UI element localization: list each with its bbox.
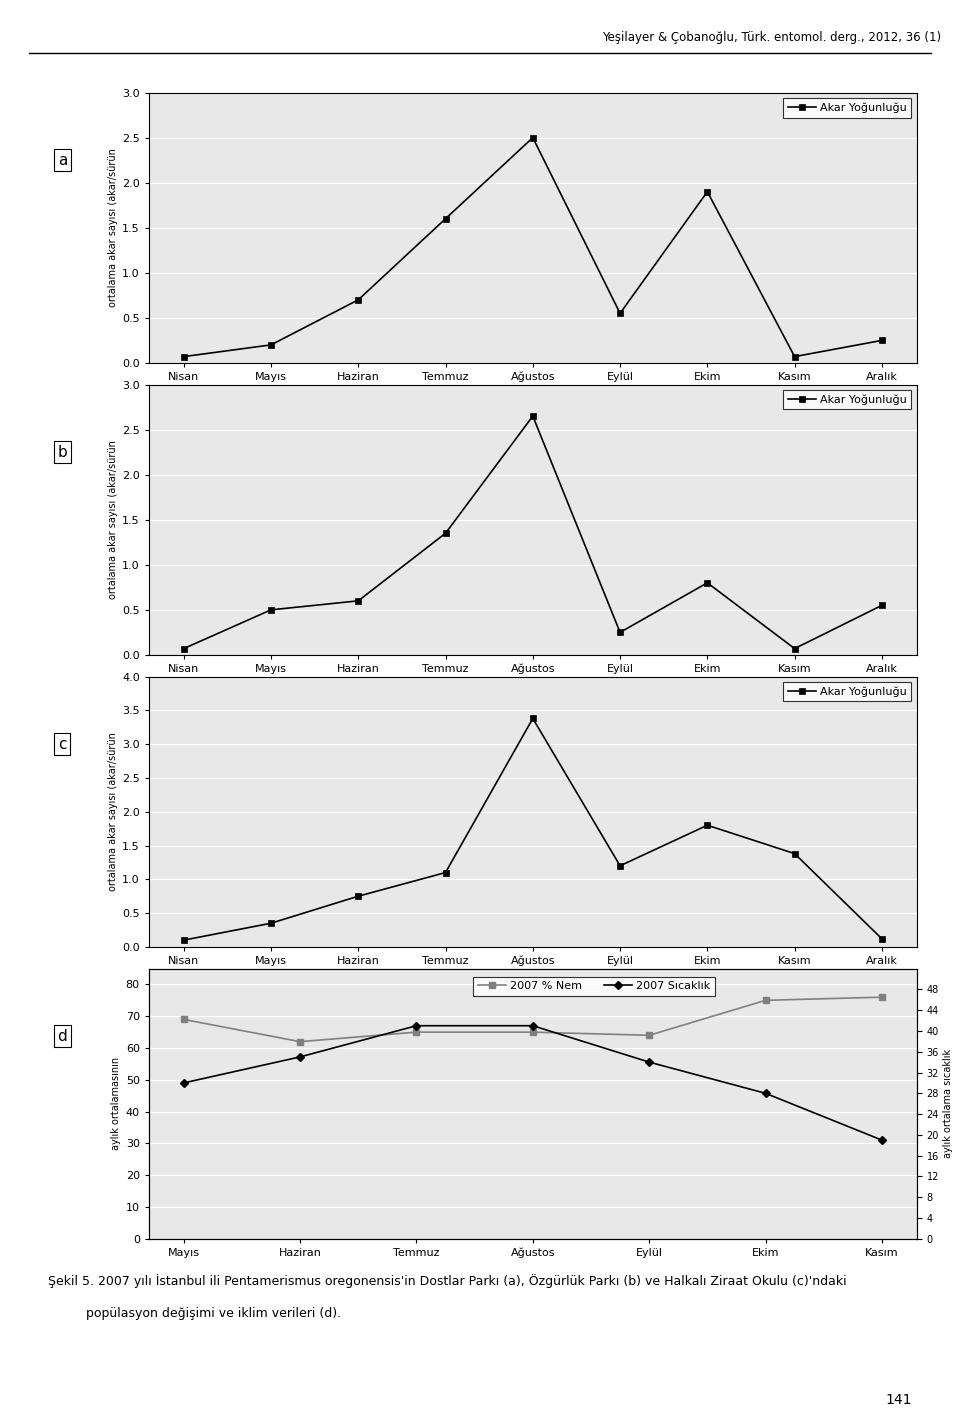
Akar Yoğunluğu bbox=[265, 914, 276, 931]
Akar Yoğunluğu bbox=[614, 857, 626, 874]
Akar Yoğunluğu bbox=[265, 601, 276, 618]
Text: Şekil 5. 2007 yılı İstanbul ili Pentamerismus oregonensis'in Dostlar Parkı (a), : Şekil 5. 2007 yılı İstanbul ili Pentamer… bbox=[48, 1274, 847, 1289]
Text: 141: 141 bbox=[885, 1393, 912, 1407]
Line: 2007 Sıcaklık: 2007 Sıcaklık bbox=[180, 1022, 885, 1143]
2007 % Nem bbox=[876, 988, 888, 1005]
Line: Akar Yoğunluğu: Akar Yoğunluğu bbox=[180, 413, 885, 652]
Text: d: d bbox=[58, 1028, 67, 1044]
2007 % Nem bbox=[643, 1027, 655, 1044]
Legend: Akar Yoğunluğu: Akar Yoğunluğu bbox=[783, 390, 911, 410]
2007 % Nem bbox=[178, 1011, 189, 1028]
Akar Yoğunluğu bbox=[352, 887, 364, 904]
Akar Yoğunluğu bbox=[702, 817, 713, 834]
Y-axis label: aylık ortalama sıcaklık: aylık ortalama sıcaklık bbox=[943, 1049, 953, 1158]
Text: c: c bbox=[59, 736, 66, 752]
Akar Yoğunluğu bbox=[440, 211, 451, 228]
2007 Sıcaklık bbox=[643, 1054, 655, 1071]
Akar Yoğunluğu bbox=[789, 639, 801, 656]
Akar Yoğunluğu bbox=[876, 332, 888, 349]
Text: Yeşilayer & Çobanoğlu, Türk. entomol. derg., 2012, 36 (1): Yeşilayer & Çobanoğlu, Türk. entomol. de… bbox=[602, 31, 941, 44]
Legend: Akar Yoğunluğu: Akar Yoğunluğu bbox=[783, 98, 911, 118]
2007 Sıcaklık bbox=[178, 1074, 189, 1091]
Legend: 2007 % Nem, 2007 Sıcaklık: 2007 % Nem, 2007 Sıcaklık bbox=[473, 977, 715, 995]
Akar Yoğunluğu bbox=[440, 864, 451, 881]
2007 Sıcaklık bbox=[527, 1017, 539, 1034]
Akar Yoğunluğu bbox=[702, 184, 713, 201]
Akar Yoğunluğu bbox=[789, 844, 801, 862]
2007 Sıcaklık bbox=[295, 1048, 306, 1065]
Akar Yoğunluğu bbox=[440, 524, 451, 541]
Akar Yoğunluğu bbox=[614, 624, 626, 641]
Akar Yoğunluğu bbox=[876, 930, 888, 947]
Akar Yoğunluğu bbox=[352, 292, 364, 309]
Y-axis label: ortalama akar sayısı (akar/sürün: ortalama akar sayısı (akar/sürün bbox=[108, 440, 118, 600]
Text: popülasyon değişimi ve iklim verileri (d).: popülasyon değişimi ve iklim verileri (d… bbox=[86, 1307, 342, 1320]
Akar Yoğunluğu bbox=[352, 592, 364, 609]
2007 Sıcaklık bbox=[759, 1085, 771, 1102]
Akar Yoğunluğu bbox=[178, 639, 189, 656]
2007 % Nem bbox=[759, 991, 771, 1008]
Akar Yoğunluğu bbox=[702, 574, 713, 591]
Line: Akar Yoğunluğu: Akar Yoğunluğu bbox=[180, 134, 885, 360]
2007 % Nem bbox=[411, 1024, 422, 1041]
Akar Yoğunluğu bbox=[527, 711, 539, 728]
Akar Yoğunluğu bbox=[265, 336, 276, 353]
Akar Yoğunluğu bbox=[614, 305, 626, 322]
2007 % Nem bbox=[295, 1034, 306, 1051]
2007 % Nem bbox=[527, 1024, 539, 1041]
Line: 2007 % Nem: 2007 % Nem bbox=[180, 994, 885, 1045]
Akar Yoğunluğu bbox=[527, 130, 539, 147]
Akar Yoğunluğu bbox=[178, 931, 189, 948]
Akar Yoğunluğu bbox=[876, 597, 888, 614]
Akar Yoğunluğu bbox=[527, 407, 539, 424]
Legend: Akar Yoğunluğu: Akar Yoğunluğu bbox=[783, 682, 911, 702]
Y-axis label: aylık ortalamasının: aylık ortalamasının bbox=[111, 1057, 122, 1151]
Text: a: a bbox=[58, 152, 67, 168]
Akar Yoğunluğu bbox=[178, 347, 189, 365]
Text: b: b bbox=[58, 444, 67, 460]
Y-axis label: ortalama akar sayısı (akar/sürün: ortalama akar sayısı (akar/sürün bbox=[108, 148, 118, 308]
Y-axis label: ortalama akar sayısı (akar/sürün: ortalama akar sayısı (akar/sürün bbox=[108, 732, 118, 891]
2007 Sıcaklık bbox=[411, 1017, 422, 1034]
2007 Sıcaklık bbox=[876, 1132, 888, 1149]
Line: Akar Yoğunluğu: Akar Yoğunluğu bbox=[180, 715, 885, 943]
Akar Yoğunluğu bbox=[789, 347, 801, 365]
